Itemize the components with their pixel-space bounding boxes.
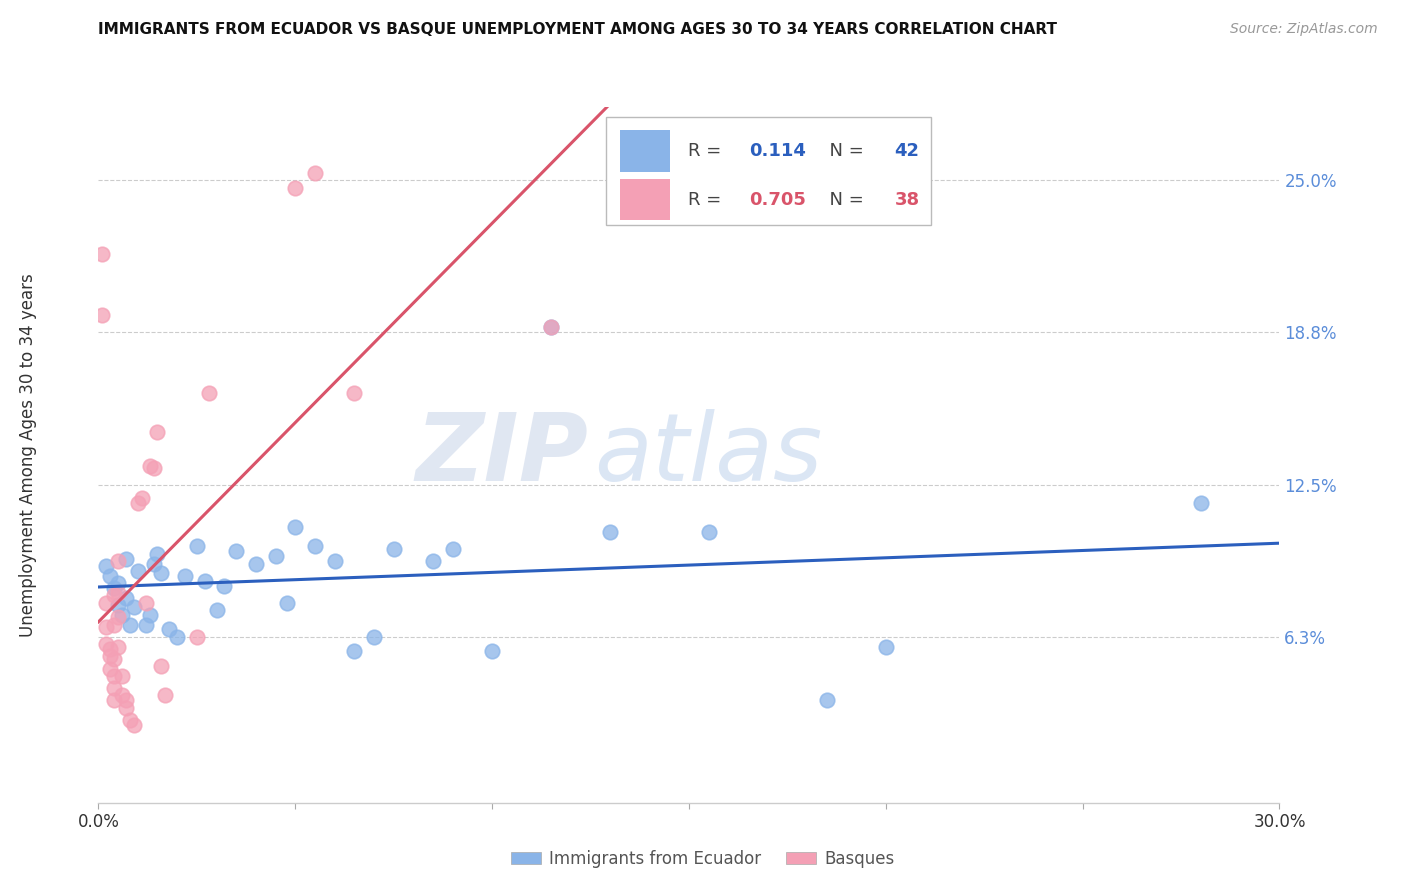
- Text: N =: N =: [818, 191, 869, 209]
- FancyBboxPatch shape: [606, 118, 931, 226]
- Text: 0.705: 0.705: [749, 191, 806, 209]
- Point: [194, 574, 217, 588]
- Point: [115, 693, 138, 707]
- Point: [186, 630, 208, 644]
- Point: [146, 425, 169, 439]
- Point: [422, 554, 444, 568]
- Point: [96, 637, 118, 651]
- Text: 38: 38: [894, 191, 920, 209]
- Point: [103, 693, 125, 707]
- Point: [186, 540, 208, 554]
- Point: [96, 620, 118, 634]
- Point: [142, 557, 165, 571]
- Point: [197, 385, 219, 400]
- Point: [138, 607, 160, 622]
- Point: [157, 623, 180, 637]
- Point: [343, 644, 366, 658]
- Point: [96, 596, 118, 610]
- Text: Unemployment Among Ages 30 to 34 years: Unemployment Among Ages 30 to 34 years: [18, 273, 37, 637]
- Point: [98, 649, 121, 664]
- Point: [107, 610, 129, 624]
- Point: [115, 551, 138, 566]
- Point: [115, 591, 138, 605]
- Point: [343, 385, 366, 400]
- Point: [150, 659, 173, 673]
- Point: [138, 458, 160, 473]
- Point: [135, 617, 157, 632]
- Point: [98, 642, 121, 657]
- Point: [599, 524, 621, 539]
- Point: [284, 520, 307, 534]
- Point: [304, 166, 326, 180]
- Point: [540, 319, 562, 334]
- Point: [304, 540, 326, 554]
- Point: [284, 180, 307, 194]
- FancyBboxPatch shape: [620, 178, 671, 220]
- Point: [214, 578, 236, 592]
- Point: [103, 617, 125, 632]
- Point: [111, 669, 134, 683]
- Point: [107, 586, 129, 600]
- Point: [815, 693, 838, 707]
- Point: [103, 652, 125, 666]
- Point: [107, 598, 129, 612]
- Point: [118, 617, 141, 632]
- Point: [122, 600, 145, 615]
- Point: [107, 640, 129, 654]
- Point: [323, 554, 346, 568]
- Point: [697, 524, 720, 539]
- Point: [118, 713, 141, 727]
- Point: [103, 669, 125, 683]
- Point: [146, 547, 169, 561]
- Text: N =: N =: [818, 142, 869, 160]
- Point: [225, 544, 247, 558]
- Point: [131, 491, 153, 505]
- Point: [111, 689, 134, 703]
- Text: atlas: atlas: [595, 409, 823, 500]
- Point: [142, 461, 165, 475]
- Text: Source: ZipAtlas.com: Source: ZipAtlas.com: [1230, 22, 1378, 37]
- Point: [363, 630, 385, 644]
- Point: [875, 640, 897, 654]
- Point: [103, 681, 125, 695]
- Text: 42: 42: [894, 142, 920, 160]
- Point: [540, 319, 562, 334]
- Point: [111, 607, 134, 622]
- Point: [441, 541, 464, 556]
- Text: ZIP: ZIP: [416, 409, 589, 501]
- FancyBboxPatch shape: [620, 130, 671, 172]
- Point: [481, 644, 503, 658]
- Point: [96, 559, 118, 574]
- Point: [115, 700, 138, 714]
- Point: [174, 568, 197, 582]
- Point: [245, 557, 267, 571]
- Point: [122, 717, 145, 731]
- Text: R =: R =: [688, 191, 727, 209]
- Point: [103, 581, 125, 595]
- Point: [107, 554, 129, 568]
- Point: [107, 576, 129, 591]
- Point: [91, 246, 114, 260]
- Point: [382, 541, 405, 556]
- Point: [135, 596, 157, 610]
- Text: 0.114: 0.114: [749, 142, 806, 160]
- Point: [103, 588, 125, 602]
- Point: [127, 564, 149, 578]
- Point: [205, 603, 228, 617]
- Point: [155, 689, 177, 703]
- Point: [1189, 495, 1212, 509]
- Point: [150, 566, 173, 581]
- Point: [98, 568, 121, 582]
- Point: [166, 630, 188, 644]
- Text: R =: R =: [688, 142, 727, 160]
- Point: [264, 549, 287, 564]
- Point: [276, 596, 298, 610]
- Text: IMMIGRANTS FROM ECUADOR VS BASQUE UNEMPLOYMENT AMONG AGES 30 TO 34 YEARS CORRELA: IMMIGRANTS FROM ECUADOR VS BASQUE UNEMPL…: [98, 22, 1057, 37]
- Point: [127, 495, 149, 509]
- Point: [91, 308, 114, 322]
- Point: [98, 661, 121, 675]
- Legend: Immigrants from Ecuador, Basques: Immigrants from Ecuador, Basques: [505, 844, 901, 875]
